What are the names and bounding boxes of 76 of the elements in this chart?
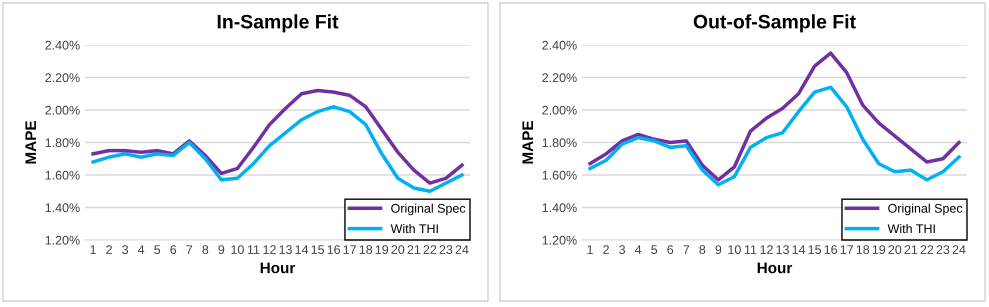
x-tick-label: 6 — [667, 245, 674, 254]
x-tick-label: 18 — [856, 245, 870, 254]
line-series — [588, 51, 961, 182]
y-axis-title: MAPE — [522, 121, 533, 164]
x-tick-label: 15 — [808, 245, 822, 254]
x-tick-label: 16 — [824, 245, 838, 254]
y-tick-label: 1.20% — [46, 236, 80, 245]
line-series — [588, 86, 961, 186]
x-tick-label: 8 — [202, 245, 208, 254]
y-tick-label: 1.40% — [542, 203, 577, 212]
x-tick-label: 12 — [760, 245, 773, 254]
x-tick-label: 1 — [588, 245, 593, 254]
x-tick-label: 22 — [920, 245, 934, 254]
x-tick-label: 8 — [699, 245, 706, 254]
legend-label: With THI — [888, 224, 935, 234]
y-tick-label: 1.80% — [542, 138, 577, 148]
x-tick-label: 19 — [376, 245, 388, 254]
y-tick-label: 2.00% — [542, 106, 577, 115]
x-tick-label: 17 — [344, 245, 356, 254]
x-tick-label: 7 — [683, 245, 690, 254]
x-tick-label: 11 — [744, 245, 756, 254]
y-tick-label: 2.20% — [45, 73, 80, 82]
x-tick-label: 23 — [936, 245, 950, 254]
y-tick-label: 1.60% — [46, 170, 80, 180]
chart-title: In-Sample Fit — [218, 14, 338, 32]
chart-title: Out-of-Sample Fit — [694, 14, 856, 32]
y-tick-label: 1.60% — [542, 170, 577, 180]
x-tick-label: 21 — [904, 245, 918, 254]
x-tick-label: 7 — [186, 245, 192, 254]
x-tick-label: 12 — [263, 245, 276, 254]
x-tick-label: 5 — [154, 245, 160, 254]
x-tick-label: 9 — [218, 245, 224, 254]
x-tick-label: 23 — [440, 245, 452, 254]
line-series — [91, 105, 464, 193]
x-tick-label: 9 — [715, 245, 722, 254]
x-axis-title: Hour — [758, 262, 792, 274]
x-tick-label: 13 — [776, 245, 789, 254]
x-tick-label: 19 — [872, 245, 886, 254]
x-tick-label: 10 — [728, 245, 741, 254]
x-tick-label: 24 — [456, 245, 469, 254]
x-tick-label: 6 — [170, 245, 176, 254]
x-tick-label: 24 — [952, 245, 966, 254]
legend-label: Original Spec — [888, 204, 962, 216]
x-axis-title: Hour — [260, 262, 296, 274]
x-tick-label: 17 — [840, 245, 854, 254]
line-series — [91, 88, 464, 185]
y-tick-label: 1.20% — [542, 236, 577, 245]
x-tick-label: 11 — [248, 245, 260, 254]
x-tick-label: 4 — [634, 245, 642, 254]
x-tick-label: 10 — [231, 245, 244, 254]
y-tick-label: 2.00% — [45, 106, 80, 115]
x-tick-label: 20 — [391, 245, 404, 254]
x-tick-label: 14 — [296, 245, 308, 254]
x-tick-label: 2 — [106, 245, 112, 254]
x-tick-label: 3 — [619, 245, 626, 254]
x-tick-label: 5 — [651, 245, 658, 254]
x-tick-label: 22 — [424, 245, 436, 254]
x-tick-label: 18 — [360, 245, 372, 254]
y-tick-label: 2.40% — [45, 40, 80, 50]
x-tick-label: 20 — [888, 245, 902, 254]
x-tick-label: 13 — [280, 245, 292, 254]
x-tick-label: 16 — [328, 245, 340, 254]
legend-label: With THI — [390, 224, 438, 234]
x-tick-label: 15 — [312, 245, 324, 254]
y-tick-label: 1.80% — [46, 138, 80, 148]
y-tick-label: 2.40% — [542, 40, 577, 50]
x-tick-label: 14 — [792, 245, 806, 254]
y-tick-label: 1.40% — [46, 203, 80, 212]
legend-label: Original Spec — [391, 204, 466, 216]
x-tick-label: 3 — [122, 245, 128, 254]
y-tick-label: 2.20% — [542, 73, 577, 82]
x-tick-label: 21 — [408, 245, 420, 254]
y-axis-title: MAPE — [25, 121, 36, 164]
x-tick-label: 4 — [138, 245, 144, 254]
x-tick-label: 1 — [90, 245, 96, 254]
x-tick-label: 2 — [603, 245, 609, 254]
